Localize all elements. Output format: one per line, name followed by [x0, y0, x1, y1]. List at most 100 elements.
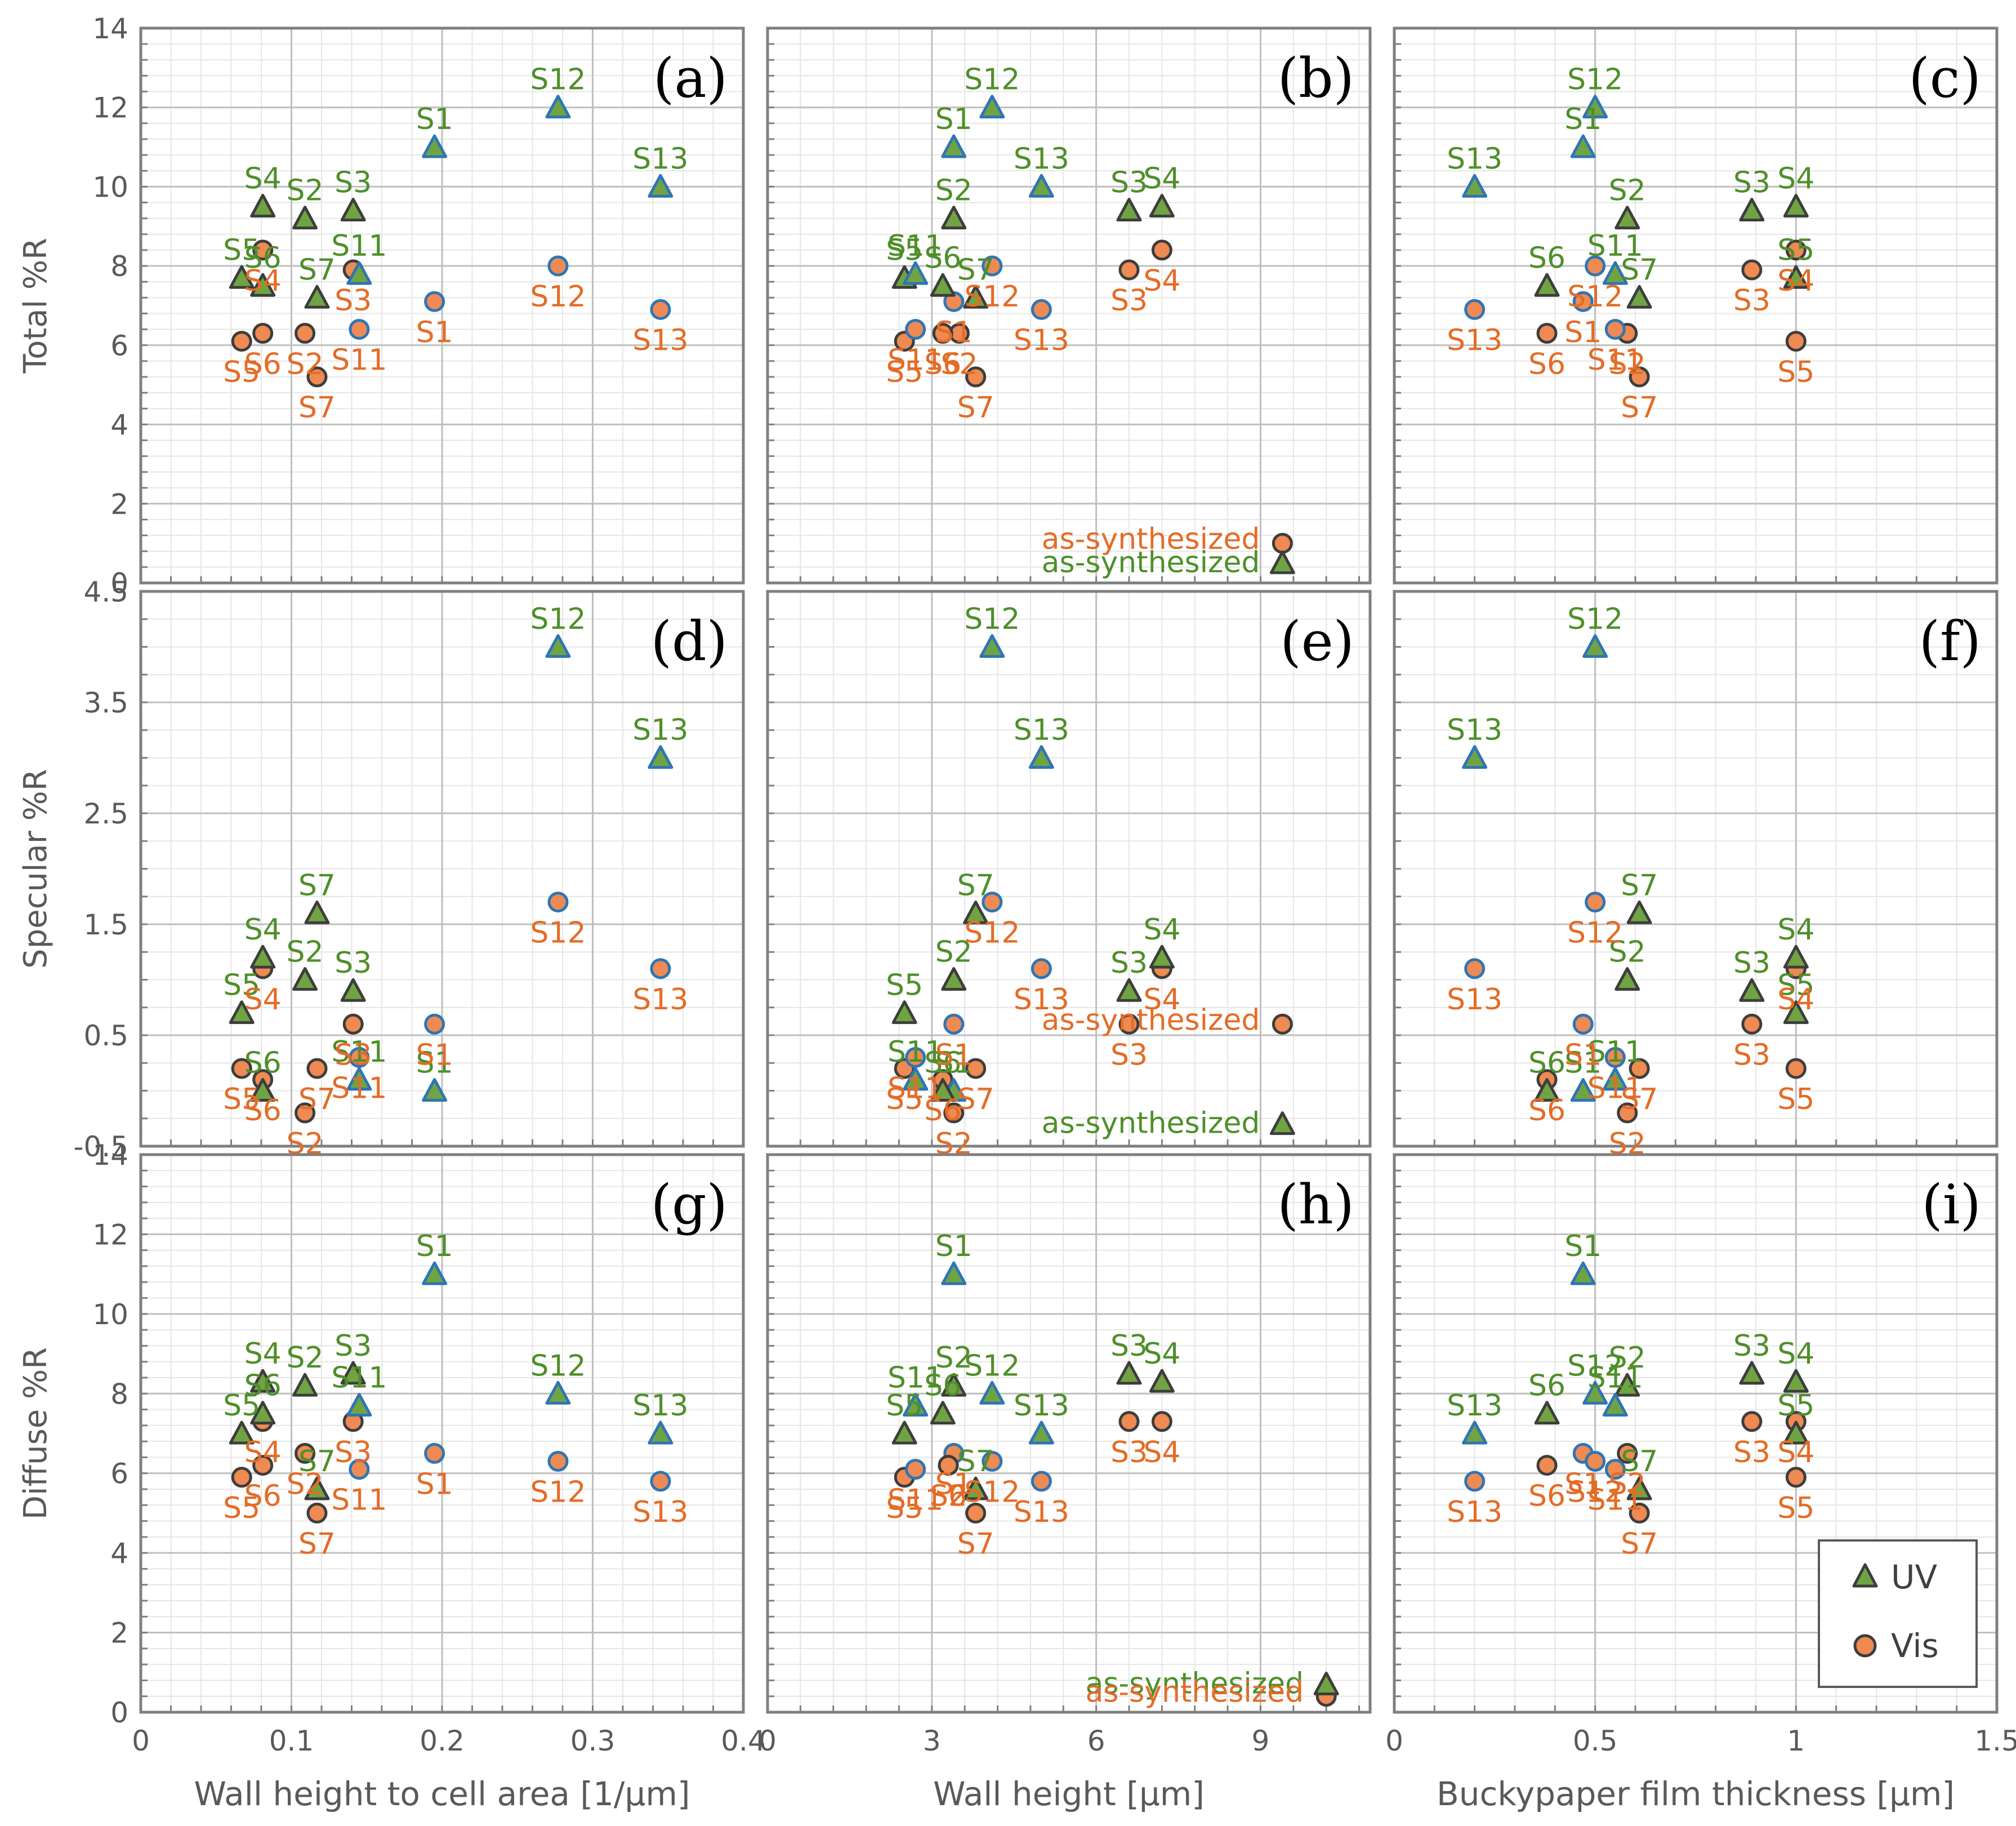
vis-point-s4	[1151, 1411, 1172, 1432]
y-tick-label: 2	[110, 1617, 128, 1650]
panel-letter: (g)	[651, 1173, 728, 1236]
vis-label-s13: S13	[1014, 983, 1069, 1017]
vis-point-as-synthesized	[1272, 533, 1293, 554]
uv-point-s7	[1626, 900, 1652, 924]
panel-letter: (f)	[1919, 610, 1981, 673]
y-tick-label: 14	[92, 1139, 128, 1172]
vis-label-s11: S11	[1587, 344, 1643, 377]
uv-point-s11	[1602, 1393, 1628, 1417]
vis-point-s1	[424, 291, 445, 312]
vis-point-s2	[295, 1442, 316, 1464]
uv-point-s3	[1116, 978, 1142, 1002]
vis-label-s1: S1	[1564, 315, 1602, 349]
uv-label-s13: S13	[1014, 714, 1069, 747]
uv-label-s3: S3	[1733, 946, 1770, 980]
panel-letter: (i)	[1921, 1173, 1981, 1236]
vis-label-s12: S12	[530, 916, 586, 950]
x-tick-label: 3	[923, 1725, 941, 1757]
x-tick-label: 9	[1252, 1725, 1270, 1757]
uv-point-s13	[648, 173, 674, 198]
vis-point-s1	[424, 1442, 445, 1464]
uv-label-as-synthesized: as-synthesized	[1042, 1107, 1260, 1141]
x-tick-label: 0.4	[721, 1725, 766, 1757]
vis-label-s5: S5	[1777, 1491, 1814, 1525]
uv-label-s4: S4	[244, 162, 282, 196]
uv-point-s7	[304, 284, 330, 309]
y-tick-label: 0.5	[83, 1019, 128, 1052]
vis-label-s6: S6	[930, 1480, 967, 1513]
vis-label-s12: S12	[964, 280, 1020, 314]
uv-label-s12: S12	[1567, 63, 1623, 97]
vis-point-s1	[1572, 291, 1594, 312]
vis-label-s11: S11	[887, 1484, 943, 1517]
uv-point-s2	[292, 206, 318, 230]
uv-label-s6: S6	[924, 241, 961, 275]
y-tick-label: 8	[110, 1378, 128, 1410]
panel-letter: (h)	[1277, 1173, 1354, 1236]
uv-label-s5: S5	[223, 969, 260, 1003]
uv-label-s11: S11	[887, 1035, 943, 1069]
uv-point-s3	[340, 978, 366, 1002]
uv-point-s1	[422, 1078, 448, 1102]
uv-label-s7: S7	[298, 869, 336, 902]
vis-point-s12	[982, 892, 1003, 913]
uv-point-s1	[941, 1261, 967, 1285]
vis-point-s7	[306, 366, 328, 388]
uv-point-s11	[346, 1393, 372, 1417]
uv-point-s12	[545, 1380, 571, 1405]
vis-label-as-synthesized: as-synthesized	[1042, 523, 1260, 556]
vis-label-s11: S11	[1587, 1484, 1643, 1517]
uv-label-s3: S3	[334, 1329, 372, 1363]
uv-point-s7	[304, 1476, 330, 1500]
vis-point-s6	[938, 1455, 959, 1476]
vis-label-s1: S1	[935, 1467, 973, 1501]
panel-letter: (e)	[1280, 610, 1354, 673]
vis-label-s11: S11	[331, 344, 387, 377]
vis-point-s11	[349, 319, 370, 340]
uv-label-s2: S2	[935, 1341, 973, 1375]
vis-label-s2: S2	[287, 348, 324, 381]
uv-label-s6: S6	[1528, 1046, 1565, 1080]
legend: UV Vis	[1818, 1539, 1978, 1688]
vis-label-s5: S5	[1777, 355, 1814, 389]
y-tick-label: 12	[92, 92, 128, 124]
vis-point-s13	[1464, 1471, 1486, 1492]
x-tick-label: 0.2	[420, 1725, 465, 1757]
uv-point-s12	[545, 95, 571, 119]
uv-point-s11	[903, 1393, 929, 1417]
uv-label-s12: S12	[1567, 1349, 1623, 1383]
uv-label-s5: S5	[886, 969, 923, 1003]
uv-label-s4: S4	[1143, 162, 1180, 196]
uv-point-s13	[1028, 745, 1054, 769]
vis-point-s7	[965, 1502, 987, 1524]
vis-label-s4: S4	[1143, 1436, 1180, 1469]
uv-label-s7: S7	[957, 869, 994, 902]
vis-label-s11: S11	[1587, 1071, 1643, 1105]
uv-point-s2	[1614, 1373, 1640, 1397]
uv-point-s5	[229, 1000, 255, 1025]
uv-point-s11	[346, 261, 372, 285]
vis-label-s5: S5	[886, 1491, 923, 1525]
vis-point-s5	[1785, 331, 1807, 352]
uv-point-s2	[941, 206, 967, 230]
y-tick-label: -0.5	[73, 1130, 128, 1163]
uv-point-s13	[648, 745, 674, 769]
legend-uv-label: UV	[1891, 1558, 1937, 1596]
uv-label-s1: S1	[1564, 103, 1602, 136]
uv-point-s2	[941, 1373, 967, 1397]
vis-point-s12	[1585, 892, 1606, 913]
uv-label-s3: S3	[1733, 1329, 1770, 1363]
vis-label-s13: S13	[632, 1495, 688, 1529]
uv-point-s1	[422, 134, 448, 158]
vis-label-s1: S1	[416, 1467, 453, 1501]
uv-label-s11: S11	[331, 1361, 387, 1395]
uv-point-s1	[422, 1261, 448, 1285]
vis-label-s13: S13	[1447, 1495, 1502, 1529]
markers-f	[1462, 634, 1809, 1124]
vis-label-s3: S3	[334, 1038, 372, 1072]
uv-label-s1: S1	[1564, 1230, 1602, 1263]
uv-label-s3: S3	[1110, 1329, 1148, 1363]
vis-label-s6: S6	[924, 1094, 961, 1128]
vis-point-s7	[1629, 366, 1650, 388]
